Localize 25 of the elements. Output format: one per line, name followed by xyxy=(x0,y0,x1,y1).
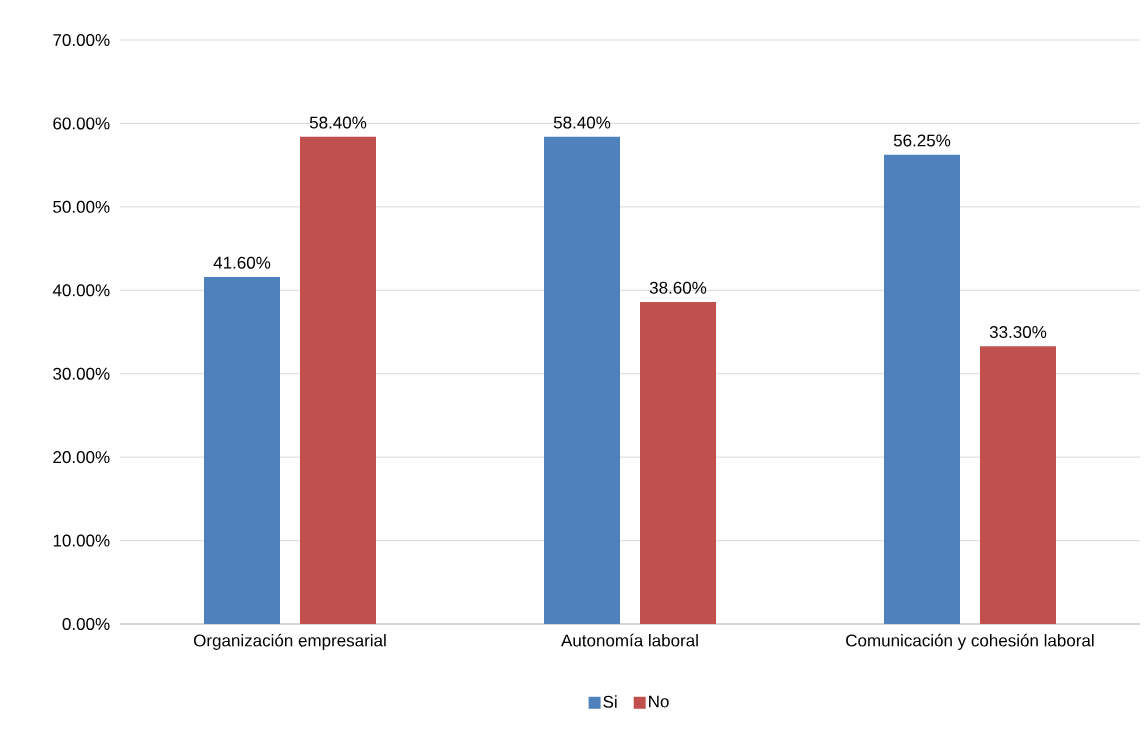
x-tick-label: Comunicación y cohesión laboral xyxy=(846,633,1094,650)
data-label: 58.40% xyxy=(553,116,611,129)
bar xyxy=(979,346,1056,624)
bar xyxy=(300,136,377,624)
y-tick-label: 70.00% xyxy=(53,33,110,47)
y-tick-label: 60.00% xyxy=(53,117,110,130)
data-label: 56.25% xyxy=(893,134,951,147)
bar xyxy=(640,301,716,624)
bar xyxy=(884,154,960,624)
data-label: 41.60% xyxy=(213,256,271,269)
y-tick-label: 10.00% xyxy=(53,534,110,547)
x-tick-label: Organización empresarial xyxy=(193,633,386,650)
data-label: 58.40% xyxy=(309,116,367,129)
bar xyxy=(544,136,620,624)
y-tick-label: 40.00% xyxy=(52,284,110,297)
x-tick-label: Autonomía laboral xyxy=(561,633,698,647)
bar xyxy=(204,276,280,624)
y-tick-label: 20.00% xyxy=(53,451,110,464)
data-label: 33.30% xyxy=(989,325,1047,338)
legend-label: No xyxy=(649,695,669,708)
data-label: 38.60% xyxy=(649,281,707,294)
y-tick-label: 30.00% xyxy=(53,367,110,380)
y-tick-label: 0.00% xyxy=(62,617,110,631)
y-tick-label: 50.00% xyxy=(53,200,110,213)
legend-label: Si xyxy=(603,695,617,708)
